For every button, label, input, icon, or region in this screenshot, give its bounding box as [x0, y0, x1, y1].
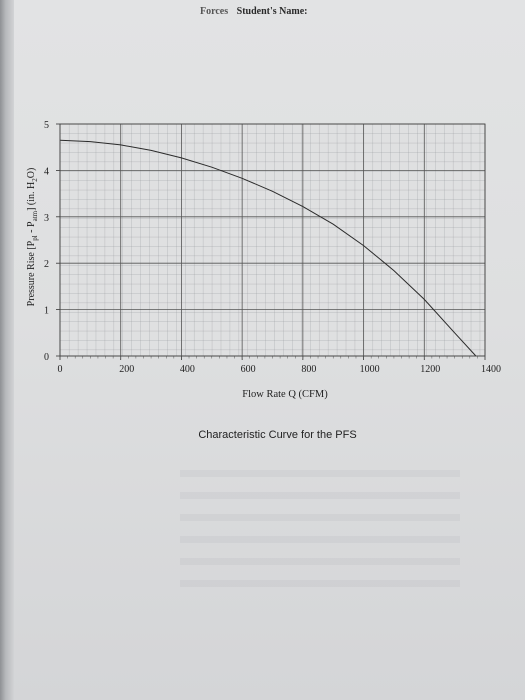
- chart-caption: Characteristic Curve for the PFS: [198, 429, 357, 441]
- x-tick-label: 200: [119, 364, 134, 375]
- plot-frame: [59, 123, 486, 357]
- y-tick-label: 2: [44, 259, 49, 270]
- y-label-sub-atm: atm: [31, 210, 39, 221]
- y-tick-label: 5: [44, 120, 49, 131]
- y-tick-label: 4: [44, 166, 49, 177]
- y-label-sub-2: 2: [31, 178, 39, 182]
- y-label-part-g: O): [26, 168, 37, 179]
- x-tick-label: 800: [301, 364, 316, 375]
- y-label-part-a: Pressure Rise [P: [26, 240, 37, 306]
- x-tick-label: 1400: [481, 364, 501, 375]
- pressure-flow-curve: [59, 139, 477, 357]
- x-tick-label: 600: [241, 364, 256, 375]
- header-fragment: Forces: [200, 6, 229, 17]
- x-axis-label: Flow Rate Q (CFM): [242, 389, 328, 400]
- minor-grid: [60, 124, 485, 356]
- y-tick-label: 1: [44, 306, 49, 317]
- plot-area: [56, 123, 486, 360]
- x-tick-label: 1200: [420, 364, 440, 375]
- y-tick-label: 3: [44, 213, 49, 224]
- x-tick-label: 0: [58, 364, 63, 375]
- x-tick-labels: 0 200 400 600 800 1000 1200 1400: [58, 364, 502, 375]
- y-label-part-e: ] (in. H: [26, 182, 37, 211]
- paper-spine: [0, 0, 14, 700]
- y-label-part-c: - P: [26, 221, 37, 235]
- y-label-sub-pl: pl: [31, 235, 39, 241]
- x-tick-label: 1000: [360, 364, 380, 375]
- y-tick-label: 0: [44, 352, 49, 363]
- student-name-label: Student's Name:: [236, 6, 308, 17]
- y-tick-labels: 0 1 2 3 4 5: [44, 120, 49, 363]
- bleed-through-shadow: [180, 470, 460, 590]
- x-tick-label: 400: [180, 364, 195, 375]
- worksheet-header: Forces Student's Name:: [200, 6, 307, 17]
- y-axis-label: Pressure Rise [Ppl - Patm] (in. H2O): [26, 168, 39, 307]
